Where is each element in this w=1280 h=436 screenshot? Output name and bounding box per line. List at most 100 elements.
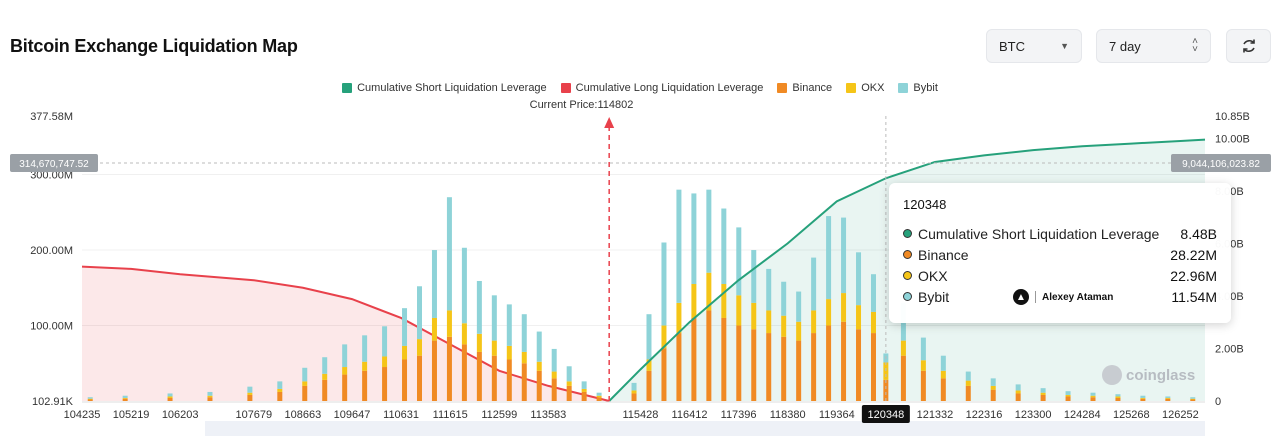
bar-bybit bbox=[721, 208, 727, 285]
crosshair-x-badge bbox=[861, 405, 910, 423]
tooltip-row: Bybit 11.54M bbox=[903, 286, 1217, 307]
bar-binance bbox=[402, 359, 408, 401]
right-axis-tick: 2.00B bbox=[1215, 343, 1244, 355]
crosshair-left-badge bbox=[10, 154, 98, 172]
bar-bybit bbox=[1190, 397, 1196, 399]
bar-okx bbox=[1040, 392, 1046, 395]
bar-okx bbox=[122, 397, 128, 399]
x-axis-tick: 118380 bbox=[770, 409, 806, 421]
legend-item[interactable]: Binance bbox=[777, 82, 832, 94]
bar-okx bbox=[900, 340, 906, 356]
bar-okx bbox=[322, 373, 328, 380]
legend-label: Cumulative Long Liquidation Leverage bbox=[575, 82, 764, 94]
legend-item[interactable]: Cumulative Long Liquidation Leverage bbox=[560, 82, 764, 94]
bar-okx bbox=[566, 381, 572, 386]
author-logo-icon: ▲ bbox=[1013, 289, 1029, 305]
bar-bybit bbox=[691, 193, 697, 285]
bar-binance bbox=[322, 379, 328, 401]
legend-label: OKX bbox=[861, 82, 885, 94]
bar-okx bbox=[491, 340, 497, 356]
range-select[interactable]: 7 day ˄ ˅ bbox=[1096, 29, 1211, 63]
bar-binance bbox=[476, 351, 482, 401]
x-axis-tick: 115428 bbox=[622, 409, 658, 421]
bar-binance bbox=[247, 394, 253, 401]
range-select-value: 7 day bbox=[1109, 38, 1141, 54]
bar-bybit bbox=[87, 397, 93, 399]
bar-binance bbox=[1165, 398, 1171, 401]
bar-binance bbox=[766, 333, 772, 401]
bar-okx bbox=[826, 299, 832, 326]
tooltip-row-label: Cumulative Short Liquidation Leverage bbox=[903, 226, 1159, 242]
refresh-icon bbox=[1242, 39, 1255, 53]
right-axis-tick: 10.85B bbox=[1215, 111, 1250, 123]
chevron-down-icon: ▼ bbox=[1060, 41, 1069, 51]
bar-bybit bbox=[167, 393, 173, 397]
bar-binance bbox=[706, 310, 712, 401]
bar-binance bbox=[646, 370, 652, 401]
current-price-label: Current Price:114802 bbox=[529, 99, 634, 111]
bar-bybit bbox=[965, 371, 971, 381]
right-axis-tick: 10.00B bbox=[1215, 133, 1250, 145]
x-axis-tick: 117396 bbox=[721, 409, 757, 421]
bar-binance bbox=[362, 370, 368, 401]
tooltip-series-name: Binance bbox=[918, 246, 969, 263]
bar-bybit bbox=[581, 381, 587, 389]
bar-binance bbox=[920, 370, 926, 401]
bar-bybit bbox=[122, 395, 128, 398]
bar-okx bbox=[382, 356, 388, 368]
series-dot-icon bbox=[903, 292, 912, 301]
bar-binance bbox=[581, 391, 587, 401]
bar-okx bbox=[883, 362, 889, 380]
bar-okx bbox=[506, 345, 512, 360]
bar-binance bbox=[207, 397, 213, 401]
bar-binance bbox=[811, 333, 817, 401]
bar-bybit bbox=[536, 331, 542, 362]
bar-binance bbox=[1115, 397, 1121, 401]
bar-binance bbox=[1065, 396, 1071, 401]
series-dot-icon bbox=[903, 250, 912, 259]
bar-bybit bbox=[920, 337, 926, 361]
x-axis-tick: 126252 bbox=[1162, 409, 1199, 421]
x-axis-tick: 110631 bbox=[383, 409, 419, 421]
bar-binance bbox=[1090, 397, 1096, 401]
bar-bybit bbox=[446, 197, 452, 311]
bar-okx bbox=[646, 359, 652, 371]
series-dot-icon bbox=[903, 229, 912, 238]
bar-bybit bbox=[596, 392, 602, 396]
bar-bybit bbox=[476, 280, 482, 334]
short-leverage-line bbox=[608, 138, 1206, 402]
asset-select[interactable]: BTC ▼ bbox=[986, 29, 1082, 63]
x-axis-tick: 109647 bbox=[334, 409, 371, 421]
bar-binance bbox=[1040, 394, 1046, 401]
bar-okx bbox=[661, 325, 667, 349]
bar-bybit bbox=[676, 189, 682, 303]
bar-bybit bbox=[811, 257, 817, 311]
x-axis-tick: 121332 bbox=[917, 409, 954, 421]
legend-item[interactable]: Cumulative Short Liquidation Leverage bbox=[342, 82, 547, 94]
x-axis-tick: 122316 bbox=[966, 409, 1003, 421]
tooltip-row-label: Binance bbox=[903, 247, 969, 263]
refresh-button[interactable] bbox=[1226, 29, 1271, 63]
bar-okx bbox=[811, 310, 817, 334]
bar-okx bbox=[596, 395, 602, 398]
chart-legend: Cumulative Short Liquidation Leverage Cum… bbox=[0, 82, 1280, 94]
crosshair-right-badge bbox=[1171, 154, 1271, 172]
bar-bybit bbox=[826, 216, 832, 300]
bar-okx bbox=[736, 295, 742, 326]
bar-binance bbox=[167, 397, 173, 401]
bar-bybit bbox=[566, 366, 572, 382]
bar-bybit bbox=[1065, 391, 1071, 395]
bar-okx bbox=[402, 345, 408, 360]
bar-binance bbox=[990, 389, 996, 401]
bar-binance bbox=[883, 379, 889, 401]
tooltip-series-value: 11.54M bbox=[1171, 288, 1217, 305]
bar-okx bbox=[247, 392, 253, 395]
bar-binance bbox=[841, 321, 847, 401]
bar-bybit bbox=[1040, 388, 1046, 393]
bar-bybit bbox=[247, 386, 253, 393]
bar-binance bbox=[721, 317, 727, 401]
bar-binance bbox=[87, 399, 93, 401]
legend-item[interactable]: Bybit bbox=[898, 82, 938, 94]
legend-item[interactable]: OKX bbox=[846, 82, 884, 94]
bar-binance bbox=[1140, 398, 1146, 401]
